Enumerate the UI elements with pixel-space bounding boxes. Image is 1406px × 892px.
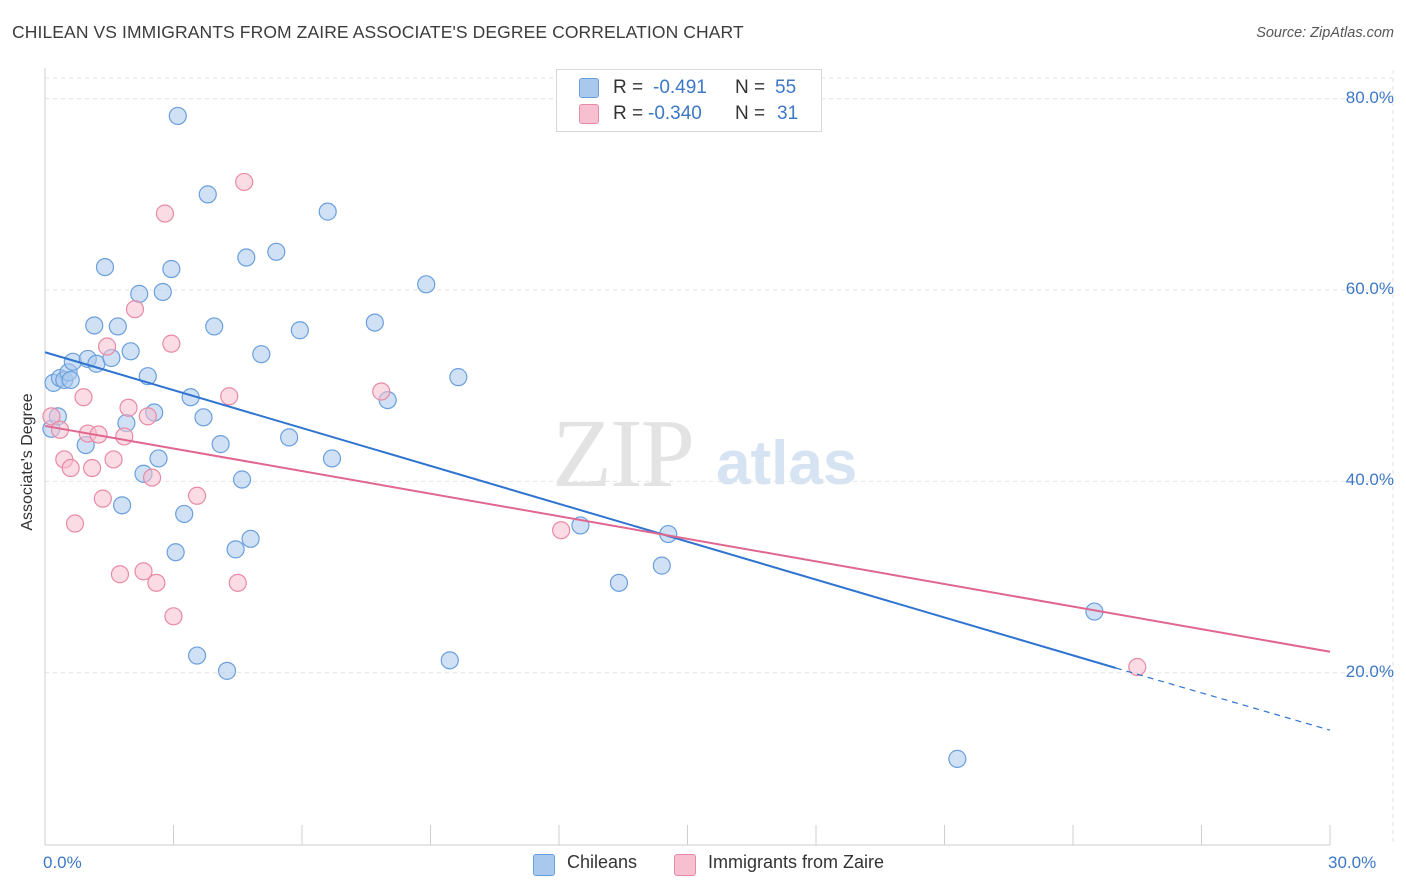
- point-chileans: [205, 317, 224, 336]
- x-tick-label-min: 0.0%: [43, 853, 82, 872]
- point-chileans: [440, 651, 459, 670]
- point-zaire: [147, 573, 166, 592]
- point-chileans: [948, 749, 967, 768]
- point-chileans: [365, 313, 384, 332]
- point-zaire: [134, 562, 153, 581]
- point-chileans: [121, 342, 140, 361]
- point-zaire: [119, 398, 138, 417]
- bottom-legend-swatch-blue: [533, 854, 555, 876]
- legend-row-chileans: R = -0.491 N = 55: [557, 75, 821, 101]
- legend-n-label: N =: [735, 77, 766, 98]
- point-chileans: [153, 282, 172, 302]
- y-tick-label: 60.0%: [1345, 279, 1394, 299]
- point-zaire: [98, 337, 117, 356]
- point-chileans: [95, 257, 115, 277]
- watermark-atlas: atlas: [716, 429, 858, 498]
- y-tick-label: 40.0%: [1345, 470, 1394, 490]
- point-zaire: [104, 450, 123, 469]
- point-chileans: [280, 428, 299, 447]
- point-chileans: [162, 259, 181, 279]
- chart-title: CHILEAN VS IMMIGRANTS FROM ZAIRE ASSOCIA…: [12, 22, 744, 42]
- point-chileans: [168, 106, 187, 126]
- point-zaire: [93, 489, 112, 508]
- point-zaire: [1128, 657, 1147, 677]
- point-chileans: [241, 529, 260, 548]
- legend-r-value: -0.340: [648, 103, 702, 124]
- point-chileans: [61, 370, 80, 390]
- point-chileans: [322, 449, 342, 468]
- point-chileans: [267, 242, 286, 261]
- point-chileans: [187, 646, 207, 665]
- point-zaire: [235, 172, 254, 192]
- point-zaire: [110, 565, 130, 584]
- point-zaire: [164, 607, 183, 626]
- point-chileans: [652, 556, 671, 575]
- legend-r-label: R =: [613, 77, 644, 98]
- point-chileans: [130, 284, 149, 303]
- point-chileans: [166, 543, 185, 562]
- point-zaire: [155, 204, 175, 223]
- point-chileans: [149, 449, 168, 468]
- point-chileans: [237, 248, 256, 267]
- legend-r-value: -0.491: [653, 77, 707, 98]
- legend: R = -0.491 N = 55 R = -0.340 N = 31: [556, 69, 822, 132]
- point-chileans: [198, 185, 217, 204]
- trend-line-chileans: [44, 351, 1117, 669]
- point-zaire: [65, 514, 85, 533]
- source-label[interactable]: Source: ZipAtlas.com: [1256, 25, 1394, 41]
- point-zaire: [162, 334, 181, 353]
- point-zaire: [83, 458, 102, 478]
- watermark-zip: ZIP: [552, 400, 695, 508]
- point-zaire: [115, 427, 134, 446]
- legend-n-value: 55: [775, 77, 797, 98]
- bottom-legend-label: Immigrants from Zaire: [708, 852, 885, 872]
- y-tick-label: 20.0%: [1345, 661, 1394, 681]
- point-chileans: [194, 408, 213, 427]
- point-chileans: [417, 275, 436, 294]
- point-chileans: [232, 470, 252, 489]
- point-zaire: [552, 521, 571, 540]
- trend-line-chileans-extension: [1115, 667, 1331, 731]
- point-zaire: [372, 382, 391, 401]
- point-zaire: [138, 407, 157, 426]
- point-chileans: [211, 435, 230, 454]
- bottom-legend-swatch-pink: [674, 854, 696, 876]
- legend-swatch-pink: [579, 104, 599, 124]
- point-chileans: [108, 317, 127, 336]
- y-tick-label: 80.0%: [1345, 87, 1394, 107]
- point-zaire: [228, 573, 247, 592]
- x-tick-label-max: 30.0%: [1328, 853, 1377, 872]
- point-zaire: [187, 486, 207, 505]
- legend-n-value: 31: [777, 103, 799, 124]
- point-zaire: [142, 468, 162, 487]
- point-chileans: [217, 661, 237, 680]
- point-zaire: [42, 407, 61, 426]
- point-chileans: [449, 368, 468, 387]
- point-chileans: [112, 496, 132, 515]
- point-chileans: [85, 316, 104, 335]
- y-axis-label: Associate's Degree: [19, 393, 36, 531]
- legend-r-label: R =: [613, 103, 644, 124]
- point-chileans: [318, 202, 337, 221]
- point-zaire: [61, 458, 80, 478]
- bottom-legend-label: Chileans: [567, 852, 638, 872]
- point-chileans: [290, 321, 309, 340]
- legend-row-zaire: R = -0.340 N = 31: [557, 101, 821, 127]
- point-zaire: [125, 300, 145, 319]
- legend-n-label: N =: [735, 103, 766, 124]
- point-chileans: [252, 345, 271, 364]
- point-zaire: [74, 388, 93, 407]
- point-chileans: [175, 504, 194, 524]
- point-chileans: [226, 540, 245, 559]
- point-chileans: [609, 573, 629, 592]
- trend-line-zaire: [44, 424, 1331, 653]
- point-zaire: [220, 387, 239, 406]
- legend-swatch-blue: [579, 78, 599, 98]
